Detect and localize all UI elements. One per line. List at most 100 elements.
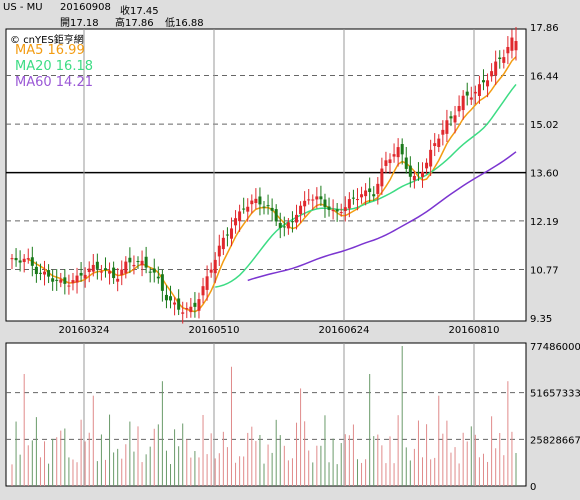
- ma60-line: [247, 151, 517, 282]
- candle-body: [437, 138, 441, 148]
- volume-tick-label: 0: [530, 482, 536, 493]
- candle-body: [502, 57, 506, 63]
- candle-body: [221, 237, 225, 250]
- candle-body: [429, 149, 433, 167]
- candle-body: [152, 268, 156, 273]
- candle-body: [400, 144, 404, 155]
- candle-body: [91, 264, 95, 272]
- copyright-icon: ©: [10, 35, 20, 46]
- candle-body: [112, 267, 116, 279]
- candle-body: [14, 257, 18, 261]
- date-tick-label: 20160510: [189, 325, 240, 336]
- candle-body: [225, 234, 229, 236]
- date-tick-label: 20160810: [449, 325, 500, 336]
- candle-body: [445, 120, 449, 134]
- open-price-label: 開17.18: [60, 18, 99, 29]
- candle-body: [473, 91, 477, 94]
- candle-body: [364, 190, 368, 197]
- volume-tick-label: 25828667: [530, 435, 580, 446]
- volume-tick-label: 51657333: [530, 389, 580, 400]
- candle-body: [51, 278, 55, 282]
- candle-body: [38, 272, 42, 274]
- candle-body: [185, 308, 189, 310]
- candle-body: [319, 196, 323, 200]
- candle-body: [83, 274, 87, 279]
- candle-body: [384, 160, 388, 166]
- candle-body: [286, 222, 290, 229]
- candle-body: [99, 271, 103, 273]
- candle-body: [494, 61, 498, 76]
- candle-body: [34, 266, 38, 275]
- candle-body: [498, 57, 502, 59]
- candle-body: [416, 172, 420, 174]
- close-price-label: 收17.45: [120, 6, 159, 17]
- ma5-label: MA5 16.99: [15, 43, 85, 58]
- candle-body: [164, 294, 168, 301]
- candle-body: [299, 205, 303, 215]
- candle-body: [67, 285, 71, 287]
- ma60-label: MA60 14.21: [15, 75, 93, 90]
- candle-body: [396, 147, 400, 158]
- price-tick-label: 17.86: [530, 23, 559, 34]
- candle-body: [30, 257, 34, 266]
- candle-body: [254, 198, 258, 204]
- candle-body: [132, 264, 136, 267]
- candle-body: [217, 245, 221, 257]
- candle-body: [347, 199, 351, 209]
- candle-body: [290, 221, 294, 223]
- candle-body: [246, 206, 250, 212]
- candle-body: [376, 183, 380, 194]
- candle-body: [197, 299, 201, 311]
- brand-label: © cnYES鉅亨網: [10, 35, 84, 46]
- candle-body: [71, 280, 75, 284]
- date-label: 20160908: [60, 2, 111, 13]
- price-tick-label: 12.19: [530, 217, 559, 228]
- candle-body: [229, 228, 233, 239]
- candle-body: [372, 194, 376, 197]
- candle-body: [477, 84, 481, 96]
- candle-body: [486, 80, 490, 87]
- candle-body: [465, 91, 469, 96]
- candle-body: [108, 271, 112, 274]
- candle-body: [144, 256, 148, 268]
- candle-body: [47, 270, 51, 277]
- price-tick-label: 16.44: [530, 72, 559, 83]
- candle-body: [43, 271, 47, 275]
- volume-tick-label: 77486000: [530, 342, 580, 353]
- candle-body: [457, 105, 461, 112]
- candle-body: [355, 199, 359, 201]
- candle-body: [242, 208, 246, 210]
- candle-body: [116, 278, 120, 282]
- price-tick-label: 9.35: [530, 314, 552, 325]
- candle-body: [177, 298, 181, 310]
- date-tick-label: 20160624: [319, 325, 370, 336]
- candle-body: [10, 258, 14, 260]
- candle-body: [449, 116, 453, 119]
- candle-body: [234, 218, 238, 226]
- candle-body: [343, 207, 347, 211]
- candle-body: [205, 276, 209, 290]
- candle-body: [181, 312, 185, 314]
- high-price-label: 高17.86: [115, 18, 154, 29]
- candle-body: [514, 41, 518, 51]
- candle-body: [75, 275, 79, 283]
- candle-body: [63, 277, 67, 284]
- candle-body: [103, 268, 107, 271]
- candle-body: [303, 200, 307, 207]
- candle-body: [87, 268, 91, 273]
- candle-body: [55, 279, 59, 281]
- candle-body: [506, 46, 510, 54]
- candle-body: [453, 115, 457, 123]
- candle-body: [156, 276, 160, 279]
- candle-body: [266, 205, 270, 207]
- candle-body: [148, 271, 152, 273]
- candle-body: [307, 199, 311, 201]
- low-price-label: 低16.88: [165, 18, 204, 29]
- candle-body: [213, 259, 217, 274]
- candle-body: [160, 274, 164, 291]
- candle-body: [189, 306, 193, 313]
- candle-body: [421, 172, 425, 177]
- candle-body: [425, 162, 429, 169]
- candle-body: [79, 272, 83, 276]
